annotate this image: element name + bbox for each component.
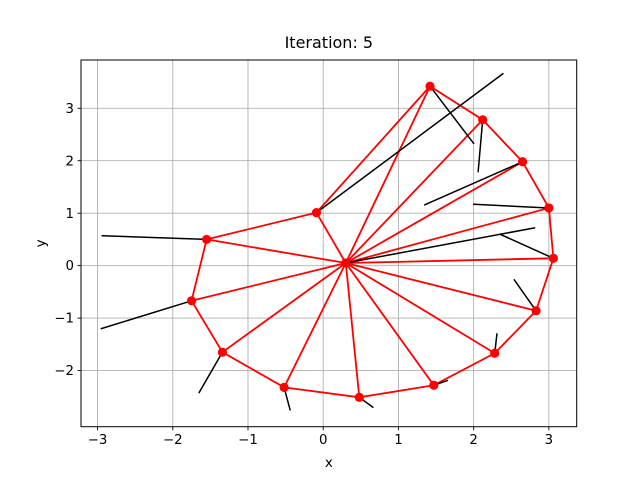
heading-segment-line: [198, 351, 224, 394]
heading-segment-line: [472, 203, 550, 209]
spoke-line: [205, 238, 347, 264]
node-marker: [548, 253, 558, 263]
series-layer: [100, 72, 558, 411]
spoke-line: [344, 262, 435, 387]
x-tick-label: −1: [238, 433, 258, 448]
node-marker: [279, 382, 289, 392]
hub-marker: [341, 258, 351, 268]
spoke-line: [283, 262, 347, 389]
ring-edge-line: [283, 386, 361, 399]
y-tick-label: 2: [66, 154, 74, 169]
node-marker: [354, 392, 364, 402]
node-marker: [531, 306, 541, 316]
y-axis-label: y: [33, 239, 49, 247]
node-marker: [202, 234, 212, 245]
y-tick-label: −2: [54, 364, 74, 379]
y-tick-label: −1: [54, 312, 74, 327]
y-tick-label: 3: [66, 102, 74, 117]
ring-edge-line: [205, 211, 318, 241]
heading-segment-line: [345, 227, 536, 264]
ring-edge-line: [521, 160, 550, 209]
ring-edge-line: [481, 118, 524, 163]
node-marker: [544, 203, 554, 213]
plot-title: Iteration: 5: [285, 33, 374, 52]
spoke-line: [344, 207, 550, 264]
ring-edge-line: [358, 384, 435, 399]
spoke-line: [344, 160, 524, 264]
spoke-line: [315, 211, 347, 264]
ring-edge-line: [221, 351, 285, 389]
x-tick-label: 0: [319, 433, 327, 448]
heading-segment-line: [513, 279, 537, 312]
ring-edge-line: [493, 309, 537, 355]
ring-edge-line: [547, 207, 555, 260]
node-marker: [425, 81, 435, 91]
ring-edge-line: [315, 85, 431, 214]
x-tick-label: 1: [394, 433, 402, 448]
ring-edge-line: [190, 238, 208, 302]
node-marker: [490, 348, 500, 358]
node-marker: [186, 296, 197, 306]
ring-edge-line: [432, 352, 496, 387]
axes-spines: [80, 59, 578, 428]
heading-segment-line: [499, 233, 555, 260]
spoke-line: [344, 262, 361, 399]
x-tick-label: −3: [88, 433, 108, 448]
heading-segment-line: [424, 161, 524, 206]
spoke-line: [344, 85, 431, 264]
heading-segment-line: [477, 119, 484, 173]
x-tick-label: 2: [469, 433, 477, 448]
ring-edge-line: [535, 257, 555, 312]
y-tick-label: 1: [66, 207, 74, 222]
node-marker: [478, 115, 488, 125]
node-marker: [429, 380, 439, 390]
x-axis-label: x: [325, 455, 333, 471]
ring-edge-line: [429, 85, 484, 121]
y-tick-label: 0: [66, 259, 74, 274]
axes-layer: −3 −2 −1 0 1 2 3 −2 −1 0 1 2 3: [54, 59, 578, 448]
node-marker: [217, 347, 228, 357]
x-tick-label: 3: [545, 433, 553, 448]
spoke-line: [344, 262, 537, 312]
x-tick-label: −2: [163, 433, 183, 448]
spoke-line: [190, 262, 347, 302]
heading-segment-line: [100, 300, 193, 330]
node-marker: [517, 157, 528, 167]
node-marker: [311, 208, 322, 218]
grid-layer: [81, 60, 577, 427]
heading-segment-line: [101, 234, 208, 241]
ring-edge-line: [190, 299, 224, 354]
spoke-line: [221, 262, 347, 354]
spoke-line: [344, 257, 555, 264]
heading-segment-line: [429, 85, 475, 145]
spoke-line: [344, 262, 496, 355]
heading-segment-line: [315, 72, 504, 214]
spoke-line: [344, 118, 484, 264]
